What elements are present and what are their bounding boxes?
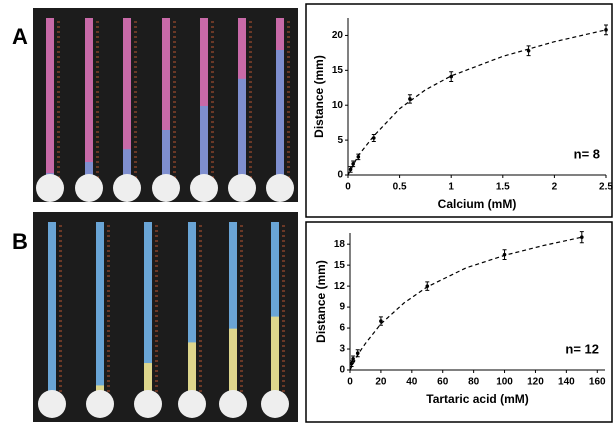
y-tick-label: 15 bbox=[332, 65, 344, 76]
strip-front bbox=[162, 130, 170, 178]
x-tick-label: 140 bbox=[558, 377, 575, 388]
sample-spot bbox=[113, 174, 141, 202]
strip-front bbox=[229, 328, 237, 394]
sample-spot bbox=[152, 174, 180, 202]
strip-front bbox=[271, 316, 279, 394]
y-tick-label: 5 bbox=[337, 135, 343, 146]
sample-spot bbox=[190, 174, 218, 202]
strip-front bbox=[85, 162, 93, 178]
data-point bbox=[379, 319, 383, 323]
panel-label: A bbox=[12, 24, 28, 49]
x-tick-label: 2 bbox=[552, 182, 558, 193]
strip-front bbox=[123, 149, 131, 178]
sample-spot bbox=[178, 390, 206, 418]
strip-front bbox=[200, 106, 208, 178]
sample-spot bbox=[219, 390, 247, 418]
data-point bbox=[349, 361, 354, 366]
y-tick-label: 18 bbox=[334, 239, 346, 250]
strip-front bbox=[276, 50, 284, 178]
x-tick-label: 100 bbox=[496, 377, 513, 388]
data-point bbox=[604, 28, 608, 32]
strip bbox=[85, 18, 93, 178]
strip-front bbox=[96, 385, 104, 394]
strip bbox=[188, 222, 196, 394]
fit-line bbox=[347, 29, 607, 176]
y-tick-label: 3 bbox=[339, 344, 345, 355]
data-point bbox=[449, 74, 454, 79]
data-point bbox=[580, 235, 584, 239]
photo-background bbox=[33, 212, 298, 422]
x-axis-label: Calcium (mM) bbox=[438, 197, 517, 211]
strip bbox=[123, 18, 131, 178]
strip bbox=[229, 222, 237, 394]
y-tick-label: 15 bbox=[334, 260, 346, 271]
data-point bbox=[355, 351, 360, 356]
sample-spot bbox=[134, 390, 162, 418]
y-tick-label: 12 bbox=[334, 281, 346, 292]
y-tick-label: 0 bbox=[339, 365, 345, 376]
x-tick-label: 20 bbox=[375, 377, 387, 388]
strip-front bbox=[188, 342, 196, 394]
x-tick-label: 60 bbox=[437, 377, 449, 388]
fit-line bbox=[349, 236, 582, 371]
y-tick-label: 6 bbox=[339, 323, 345, 334]
y-axis-label: Distance (mm) bbox=[312, 55, 326, 138]
strip bbox=[162, 18, 170, 178]
sample-spot bbox=[261, 390, 289, 418]
annotation: n= 12 bbox=[565, 341, 599, 356]
panel-label: B bbox=[12, 229, 28, 254]
strip bbox=[271, 222, 279, 394]
x-tick-label: 2.5 bbox=[599, 182, 613, 193]
data-point bbox=[351, 162, 355, 166]
y-tick-label: 20 bbox=[332, 30, 344, 41]
sample-spot bbox=[86, 390, 114, 418]
annotation: n= 8 bbox=[574, 146, 600, 161]
strip bbox=[48, 222, 56, 394]
strip bbox=[46, 18, 54, 178]
data-point bbox=[351, 357, 355, 361]
photos bbox=[33, 8, 298, 422]
strip bbox=[144, 222, 152, 394]
x-tick-label: 120 bbox=[527, 377, 544, 388]
strip-front bbox=[238, 78, 246, 178]
y-tick-label: 9 bbox=[339, 302, 345, 313]
x-axis-label: Tartaric acid (mM) bbox=[426, 392, 528, 406]
sample-spot bbox=[38, 390, 66, 418]
strip-front bbox=[144, 363, 152, 394]
y-axis-label: Distance (mm) bbox=[314, 260, 328, 343]
x-tick-label: 160 bbox=[589, 377, 606, 388]
x-tick-label: 1 bbox=[448, 182, 454, 193]
x-tick-label: 0.5 bbox=[393, 182, 407, 193]
y-tick-label: 0 bbox=[337, 170, 343, 181]
x-tick-label: 80 bbox=[468, 377, 480, 388]
y-tick-label: 10 bbox=[332, 100, 344, 111]
x-tick-label: 1.5 bbox=[496, 182, 510, 193]
x-tick-label: 0 bbox=[347, 377, 353, 388]
panel-b-frame bbox=[305, 221, 613, 423]
strip bbox=[200, 18, 208, 178]
strip bbox=[96, 222, 104, 394]
x-tick-label: 0 bbox=[345, 182, 351, 193]
sample-spot bbox=[75, 174, 103, 202]
sample-spot bbox=[228, 174, 256, 202]
x-tick-label: 40 bbox=[406, 377, 418, 388]
sample-spot bbox=[36, 174, 64, 202]
panel-a-frame bbox=[305, 3, 613, 218]
sample-spot bbox=[266, 174, 294, 202]
